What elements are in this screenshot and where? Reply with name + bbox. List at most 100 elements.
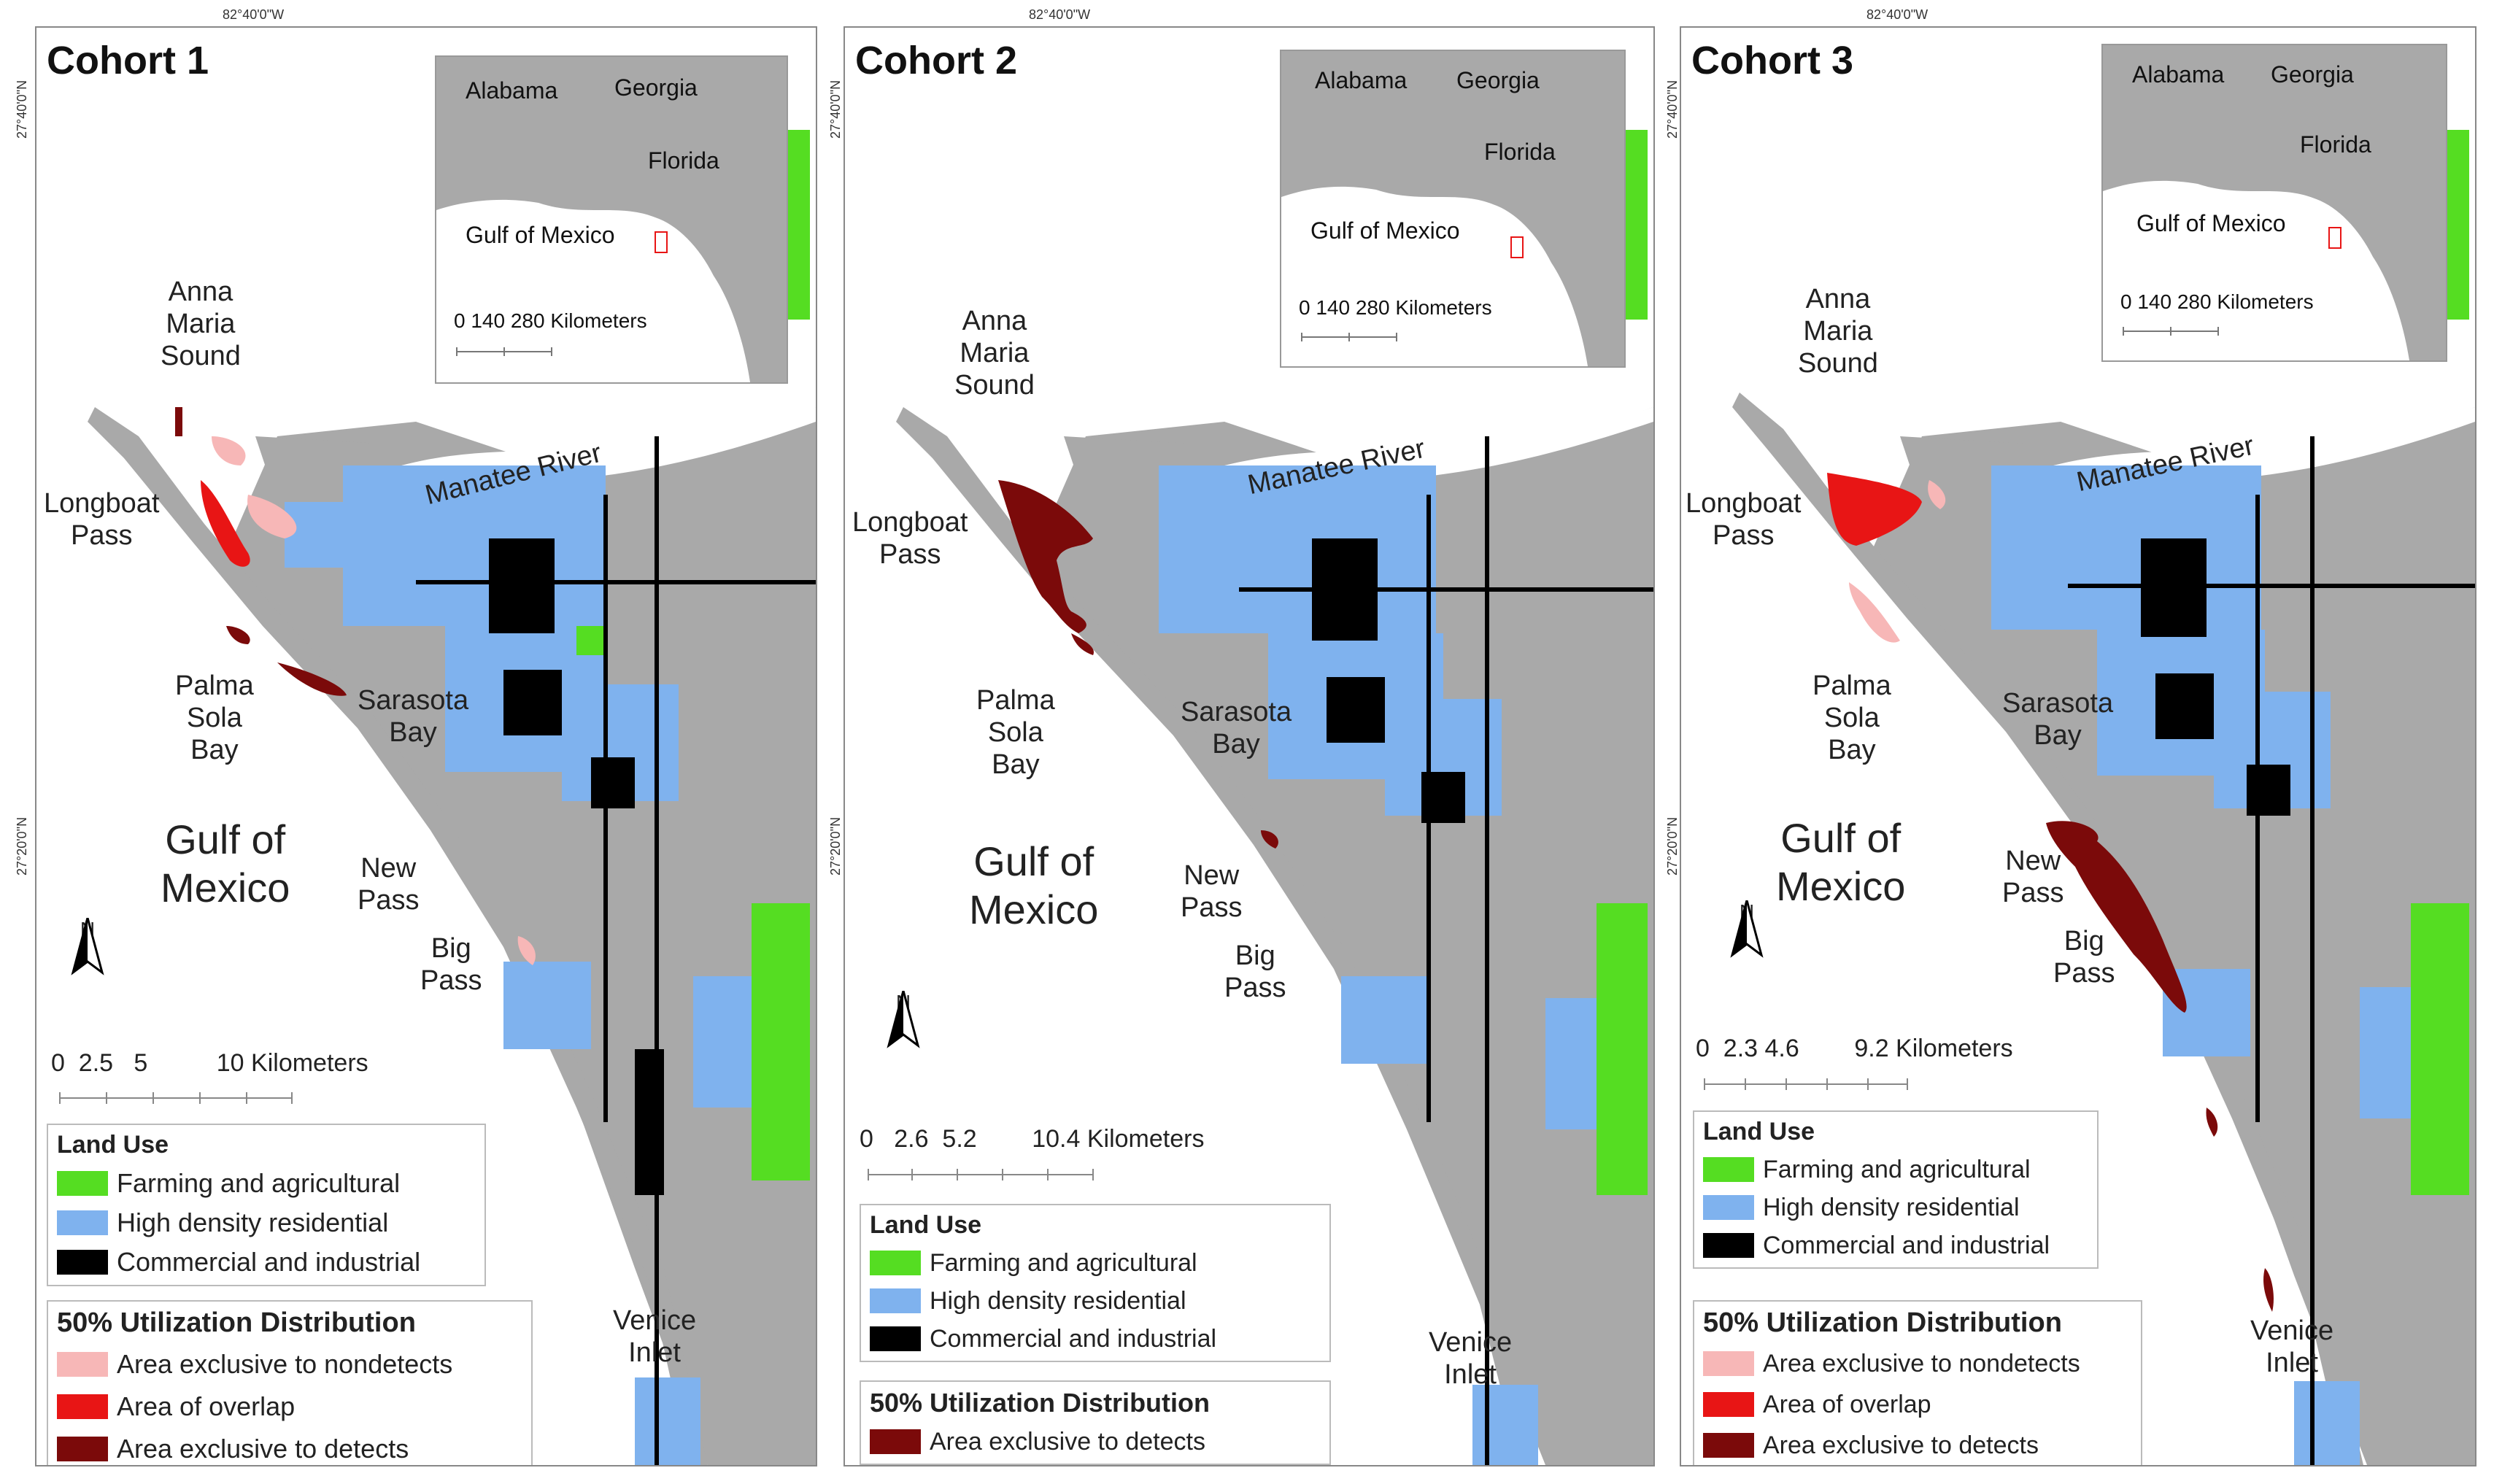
legend-item: Farming and agricultural — [57, 1164, 477, 1203]
place-label-palma-sola: Palma Sola Bay — [1812, 670, 1891, 765]
legend-title: Land Use — [57, 1131, 169, 1159]
legend-item: Commercial and industrial — [1703, 1226, 2090, 1264]
legend-swatch — [1703, 1433, 1754, 1458]
inset-state-label: Florida — [1484, 139, 1556, 165]
latitude-label: 27°40'0"N — [15, 80, 29, 139]
legend-swatch — [57, 1210, 108, 1235]
inset-map: Alabama Georgia Florida Gulf of Mexico 0… — [1280, 50, 1626, 368]
ud-overlap — [1827, 473, 1922, 546]
scale-bar-text: 0 2.5 5 10 Kilometers — [51, 1049, 368, 1077]
place-label-gulf: Gulf of Mexico — [161, 816, 290, 911]
inset-sea-label: Gulf of Mexico — [2136, 210, 2286, 236]
latitude-label: 27°40'0"N — [1665, 80, 1680, 139]
legend-label: Area exclusive to detects — [117, 1434, 409, 1464]
map-canvas — [896, 130, 1653, 1465]
ud-detects — [2206, 1108, 2218, 1137]
legend-label: Commercial and industrial — [117, 1247, 421, 1277]
inset-sea-label: Gulf of Mexico — [1310, 217, 1460, 244]
legend-label: Area of overlap — [1763, 1390, 1931, 1418]
inset-canvas — [2103, 45, 2446, 360]
legend-utilization: 50% Utilization Distribution Area exclus… — [47, 1300, 533, 1465]
legend-title: 50% Utilization Distribution — [57, 1307, 416, 1338]
place-label-big-pass: Big Pass — [1224, 940, 1286, 1003]
longitude-label: 82°40'0"W — [223, 7, 285, 22]
legend-item: Area exclusive to detects — [870, 1423, 1322, 1461]
inset-scale-bar — [456, 347, 552, 356]
longitude-label: 82°40'0"W — [1029, 7, 1091, 22]
legend-swatch — [57, 1437, 108, 1461]
ud-detects — [2263, 1268, 2274, 1312]
inset-sea-label: Gulf of Mexico — [466, 222, 615, 248]
legend-item: Area exclusive to detects — [1703, 1425, 2134, 1465]
map-canvas — [1732, 130, 2475, 1465]
legend-title: 50% Utilization Distribution — [870, 1388, 1211, 1418]
legend-label: Commercial and industrial — [1763, 1231, 2050, 1259]
inset-state-label: Alabama — [2132, 61, 2225, 88]
legend-land-use: Land Use Farming and agricultural High d… — [47, 1124, 486, 1286]
ud-nondetects — [1928, 480, 1946, 509]
legend-item: High density residential — [1703, 1189, 2090, 1226]
legend-item: High density residential — [57, 1203, 477, 1243]
legend-swatch — [1703, 1195, 1754, 1220]
commercial-areas — [489, 538, 664, 1195]
place-label-palma-sola: Palma Sola Bay — [976, 685, 1055, 780]
ud-nondetects — [517, 936, 536, 965]
place-label-new-pass: New Pass — [2002, 846, 2064, 908]
legend-swatch — [1703, 1351, 1754, 1376]
latitude-label: 27°20'0"N — [1665, 816, 1680, 876]
study-area-marker — [655, 231, 668, 253]
latitude-label: 27°20'0"N — [828, 816, 843, 876]
inset-canvas — [436, 57, 787, 382]
place-label-new-pass: New Pass — [358, 853, 420, 916]
place-label-anna-maria: Anna Maria Sound — [1798, 284, 1878, 379]
inset-map: Alabama Georgia Florida Gulf of Mexico 0… — [2101, 44, 2447, 362]
legend-swatch — [57, 1171, 108, 1196]
farming-areas — [576, 130, 810, 1180]
legend-swatch — [57, 1352, 108, 1377]
study-area-marker — [2328, 227, 2341, 249]
legend-label: Commercial and industrial — [930, 1324, 1217, 1353]
map-panel-cohort-3: Cohort 3 Alabama Georgia Florida Gulf of… — [1680, 26, 2476, 1466]
legend-item: Area exclusive to nondetects — [57, 1343, 524, 1386]
legend-label: Area exclusive to detects — [930, 1427, 1205, 1456]
north-arrow: N — [881, 991, 925, 1071]
map-panel-cohort-2: Cohort 2 Alabama Georgia Florida Gulf of… — [843, 26, 1655, 1466]
mainland — [226, 407, 816, 1465]
legend-swatch — [870, 1326, 921, 1351]
roads — [416, 436, 816, 1465]
legend-land-use: Land Use Farming and agricultural High d… — [1693, 1110, 2099, 1269]
legend-label: Farming and agricultural — [1763, 1155, 2031, 1183]
place-label-anna-maria: Anna Maria Sound — [161, 277, 241, 371]
inset-canvas — [1281, 51, 1624, 366]
latitude-label: 27°20'0"N — [15, 816, 29, 876]
place-label-gulf: Gulf of Mexico — [969, 838, 1099, 932]
ud-detects — [277, 662, 347, 696]
north-arrow-icon — [71, 918, 104, 975]
legend-item: Area of overlap — [57, 1386, 524, 1428]
place-label-gulf: Gulf of Mexico — [1776, 815, 1906, 909]
legend-swatch — [870, 1288, 921, 1313]
scale-bar-text: 0 2.6 5.2 10.4 Kilometers — [860, 1125, 1205, 1153]
place-label-longboat: Longboat Pass — [852, 507, 968, 570]
study-area-marker — [1510, 236, 1524, 258]
legend-label: Area of overlap — [117, 1391, 296, 1421]
ud-detects — [1261, 830, 1278, 849]
legend-label: Area exclusive to nondetects — [117, 1349, 453, 1379]
inset-state-label: Alabama — [1315, 67, 1408, 93]
ud-detects — [2046, 821, 2187, 1013]
legend-label: Area exclusive to nondetects — [1763, 1349, 2080, 1377]
legend-label: High density residential — [930, 1286, 1186, 1315]
ud-overlap — [201, 480, 250, 567]
ud-detects — [998, 480, 1093, 633]
north-arrow: N — [66, 918, 109, 998]
legend-item: Farming and agricultural — [870, 1244, 1322, 1282]
inset-state-label: Alabama — [466, 77, 558, 104]
legend-swatch — [1703, 1233, 1754, 1258]
scale-bar — [1704, 1078, 1908, 1090]
legend-land-use: Land Use Farming and agricultural High d… — [860, 1204, 1331, 1362]
manatee-river — [401, 407, 816, 484]
scale-bar-text: 0 2.3 4.6 9.2 Kilometers — [1696, 1035, 2013, 1062]
place-label-longboat: Longboat Pass — [1686, 488, 1802, 551]
legend-title: Land Use — [1703, 1118, 1815, 1145]
place-label-venice: Venice Inlet — [1429, 1327, 1513, 1390]
